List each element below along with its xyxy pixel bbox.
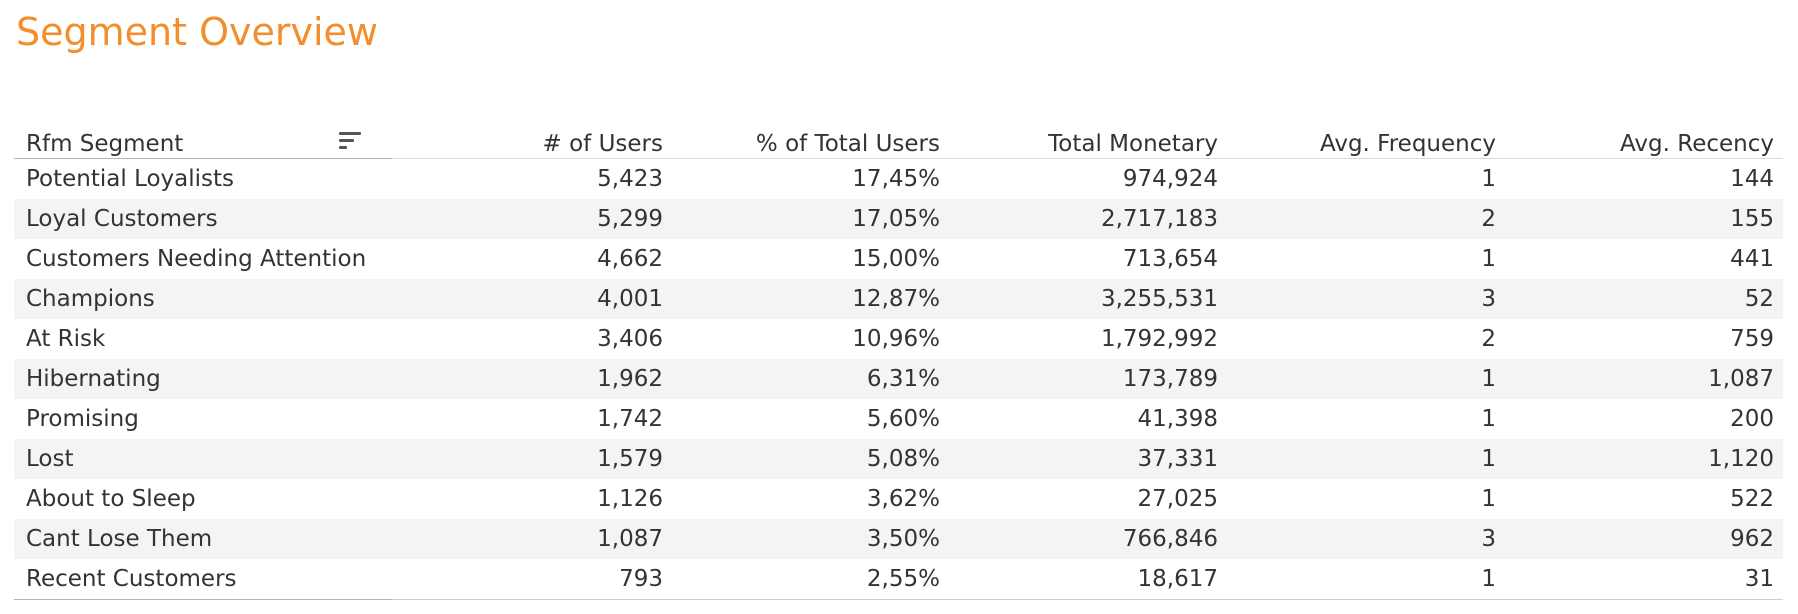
cell-segment: Promising: [26, 406, 139, 432]
page-title: Segment Overview: [16, 10, 378, 54]
column-header-segment[interactable]: Rfm Segment: [26, 131, 184, 157]
cell-pct-users: 5,08%: [866, 446, 940, 472]
cell-frequency: 1: [1481, 166, 1496, 192]
cell-monetary: 18,617: [1137, 566, 1218, 592]
column-header-monetary[interactable]: Total Monetary: [1048, 131, 1218, 157]
cell-pct-users: 6,31%: [866, 366, 940, 392]
cell-segment: Hibernating: [26, 366, 161, 392]
column-header-users[interactable]: # of Users: [542, 131, 663, 157]
cell-recency: 962: [1730, 526, 1774, 552]
cell-recency: 522: [1730, 486, 1774, 512]
cell-frequency: 2: [1481, 206, 1496, 232]
cell-segment: At Risk: [26, 326, 106, 352]
table-row[interactable]: Promising 1,742 5,60% 41,398 1 200: [14, 399, 1783, 439]
cell-users: 4,662: [597, 246, 663, 272]
table-row[interactable]: Customers Needing Attention 4,662 15,00% 71…: [14, 239, 1783, 279]
cell-pct-users: 2,55%: [866, 566, 940, 592]
cell-pct-users: 17,05%: [852, 206, 940, 232]
cell-recency: 441: [1730, 246, 1774, 272]
cell-users: 5,423: [597, 166, 663, 192]
cell-segment: Loyal Customers: [26, 206, 218, 232]
table-body: Potential Loyalists 5,423 17,45% 974,924 1 14…: [14, 159, 1783, 599]
cell-pct-users: 3,62%: [866, 486, 940, 512]
table-row[interactable]: About to Sleep 1,126 3,62% 27,025 1 522: [14, 479, 1783, 519]
cell-recency: 144: [1730, 166, 1774, 192]
cell-segment: Cant Lose Them: [26, 526, 213, 552]
cell-pct-users: 12,87%: [852, 286, 940, 312]
table-bottom-divider: [14, 599, 1783, 601]
cell-frequency: 1: [1481, 406, 1496, 432]
cell-segment: Potential Loyalists: [26, 166, 235, 192]
cell-monetary: 27,025: [1137, 486, 1218, 512]
column-header-recency[interactable]: Avg. Recency: [1620, 131, 1774, 157]
cell-frequency: 3: [1481, 286, 1496, 312]
table-header: Rfm Segment # of Users % of Total Users …: [14, 122, 1783, 159]
sort-descending-icon[interactable]: [339, 132, 361, 150]
cell-pct-users: 10,96%: [852, 326, 940, 352]
cell-recency: 31: [1744, 566, 1774, 592]
table-row[interactable]: Lost 1,579 5,08% 37,331 1 1,120: [14, 439, 1783, 479]
cell-frequency: 3: [1481, 526, 1496, 552]
cell-monetary: 1,792,992: [1100, 326, 1218, 352]
table-row[interactable]: Hibernating 1,962 6,31% 173,789 1 1,087: [14, 359, 1783, 399]
cell-users: 1,742: [597, 406, 663, 432]
table-row[interactable]: At Risk 3,406 10,96% 1,792,992 2 759: [14, 319, 1783, 359]
cell-monetary: 41,398: [1137, 406, 1218, 432]
table-row[interactable]: Champions 4,001 12,87% 3,255,531 3 52: [14, 279, 1783, 319]
cell-monetary: 3,255,531: [1100, 286, 1218, 312]
cell-segment: Recent Customers: [26, 566, 237, 592]
cell-pct-users: 15,00%: [852, 246, 940, 272]
cell-frequency: 1: [1481, 366, 1496, 392]
column-header-frequency[interactable]: Avg. Frequency: [1319, 131, 1496, 157]
cell-pct-users: 17,45%: [852, 166, 940, 192]
cell-segment: Lost: [26, 446, 74, 472]
cell-recency: 1,087: [1708, 366, 1774, 392]
cell-monetary: 37,331: [1137, 446, 1218, 472]
cell-frequency: 1: [1481, 446, 1496, 472]
column-header-pct-users[interactable]: % of Total Users: [755, 131, 940, 157]
cell-users: 1,087: [597, 526, 663, 552]
cell-users: 4,001: [597, 286, 663, 312]
cell-users: 3,406: [597, 326, 663, 352]
header-divider: [392, 158, 1783, 159]
table-row[interactable]: Recent Customers 793 2,55% 18,617 1 31: [14, 559, 1783, 599]
cell-monetary: 713,654: [1122, 246, 1218, 272]
cell-recency: 200: [1730, 406, 1774, 432]
cell-monetary: 173,789: [1122, 366, 1218, 392]
cell-pct-users: 3,50%: [866, 526, 940, 552]
segment-table: Rfm Segment # of Users % of Total Users …: [14, 122, 1783, 601]
cell-users: 5,299: [597, 206, 663, 232]
table-row[interactable]: Cant Lose Them 1,087 3,50% 766,846 3 962: [14, 519, 1783, 559]
cell-recency: 1,120: [1708, 446, 1774, 472]
cell-frequency: 1: [1481, 486, 1496, 512]
cell-users: 1,962: [597, 366, 663, 392]
cell-segment: About to Sleep: [26, 486, 196, 512]
cell-users: 1,126: [597, 486, 663, 512]
cell-recency: 155: [1730, 206, 1774, 232]
cell-recency: 52: [1744, 286, 1774, 312]
cell-frequency: 1: [1481, 566, 1496, 592]
table-row[interactable]: Potential Loyalists 5,423 17,45% 974,924 1 14…: [14, 159, 1783, 199]
cell-monetary: 974,924: [1122, 166, 1218, 192]
header-divider: [14, 158, 392, 159]
cell-pct-users: 5,60%: [866, 406, 940, 432]
cell-recency: 759: [1730, 326, 1774, 352]
cell-monetary: 766,846: [1122, 526, 1218, 552]
cell-frequency: 1: [1481, 246, 1496, 272]
cell-segment: Champions: [26, 286, 155, 312]
cell-segment: Customers Needing Attention: [26, 246, 367, 272]
cell-users: 1,579: [597, 446, 663, 472]
cell-users: 793: [619, 566, 663, 592]
cell-frequency: 2: [1481, 326, 1496, 352]
table-row[interactable]: Loyal Customers 5,299 17,05% 2,717,183 2 155: [14, 199, 1783, 239]
cell-monetary: 2,717,183: [1100, 206, 1218, 232]
